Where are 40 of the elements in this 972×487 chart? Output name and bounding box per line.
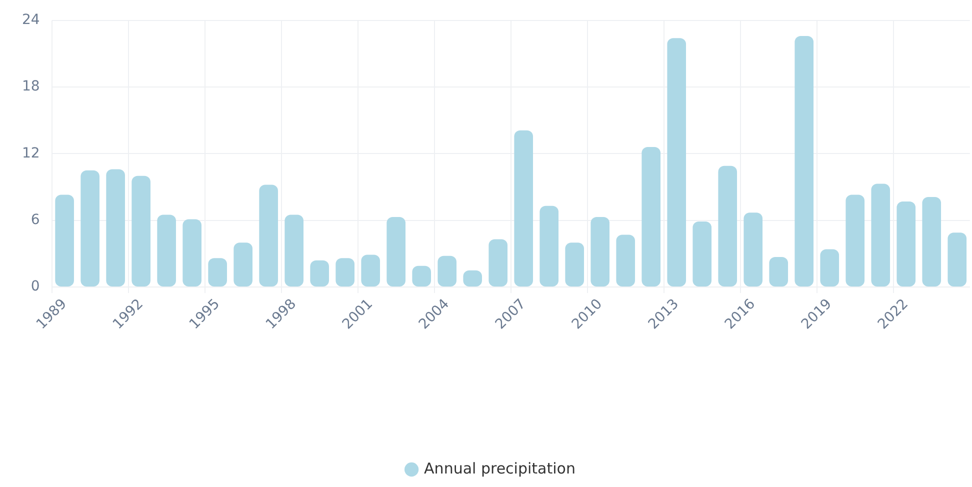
bar [667, 38, 686, 286]
legend-label: Annual precipitation [424, 459, 576, 478]
bar [55, 194, 74, 286]
bar [157, 214, 176, 286]
bar [871, 184, 890, 286]
bar [514, 130, 534, 286]
bar [616, 234, 636, 286]
bar [361, 254, 380, 286]
y-tick-label: 18 [22, 78, 40, 95]
bar [132, 176, 150, 286]
bar [540, 206, 559, 286]
y-tick-label: 24 [22, 12, 40, 28]
bar [642, 147, 661, 286]
bar [284, 214, 304, 286]
bar [386, 217, 406, 286]
bar [922, 197, 942, 286]
bar [208, 258, 227, 286]
y-tick-label: 12 [22, 145, 40, 162]
bar [590, 217, 610, 286]
bar [744, 212, 763, 286]
bar [182, 219, 202, 286]
bar [896, 201, 916, 286]
bar [718, 166, 738, 286]
bar [259, 184, 278, 286]
bar [948, 232, 967, 286]
bar [846, 194, 865, 286]
bar [565, 242, 584, 286]
bar [310, 260, 329, 286]
bar [234, 242, 252, 286]
bar [488, 239, 508, 286]
bar [106, 169, 125, 286]
bar [438, 256, 456, 286]
y-tick-label: 6 [30, 212, 40, 228]
y-tick-label: 0 [30, 278, 40, 295]
bar [794, 36, 814, 286]
bar [80, 170, 100, 286]
bar [820, 249, 840, 286]
bar [336, 258, 354, 286]
bar [769, 257, 788, 286]
bar [692, 221, 712, 286]
